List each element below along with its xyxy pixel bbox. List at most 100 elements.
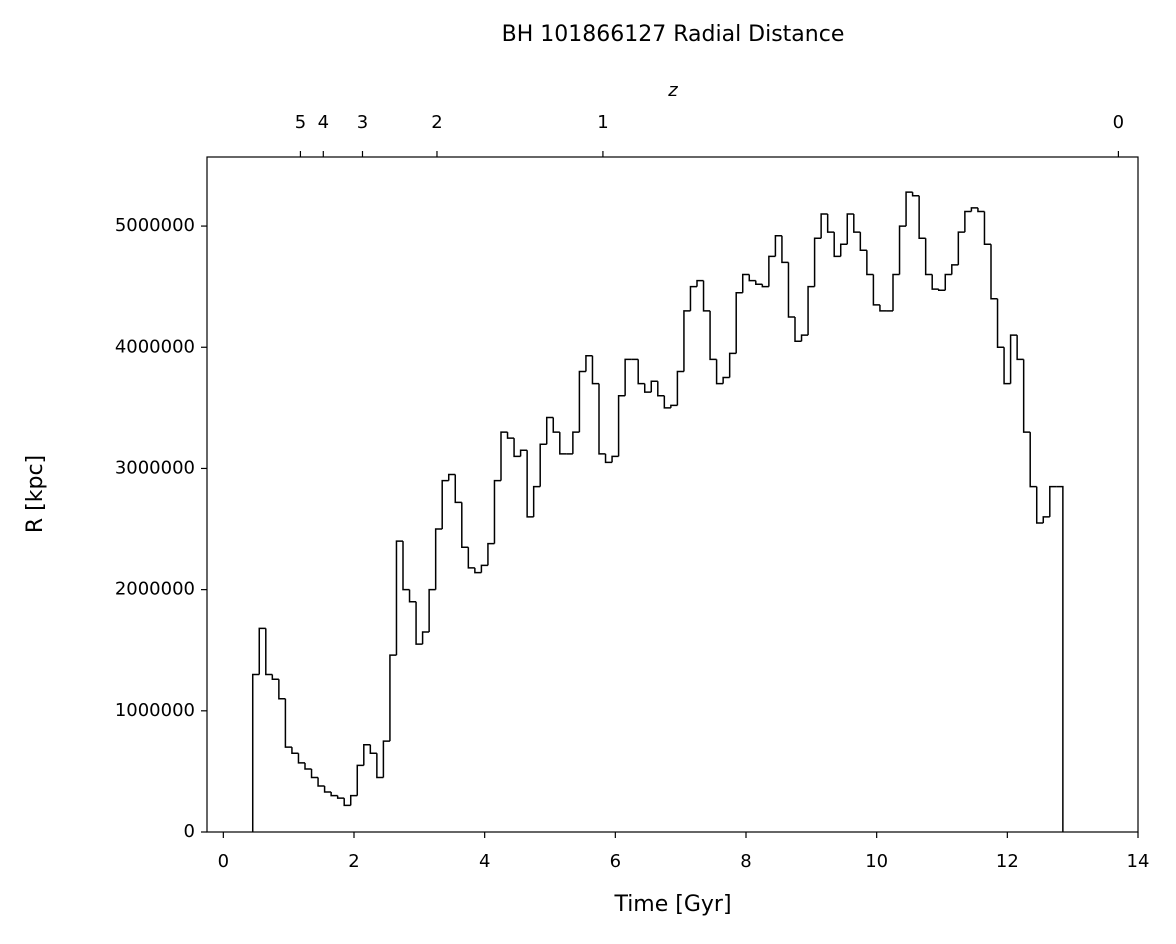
step-segment <box>820 213 828 239</box>
step-segment <box>911 192 920 197</box>
step-segment <box>702 280 711 312</box>
top-tick-label: 1 <box>597 112 608 133</box>
x-tick-label: 4 <box>479 851 490 872</box>
step-segment <box>918 195 926 239</box>
top-tick-label: 2 <box>431 112 442 133</box>
step-segment <box>265 628 273 676</box>
step-segment <box>578 370 586 433</box>
step-segment <box>317 777 325 787</box>
top-tick-label: 3 <box>357 112 368 133</box>
step-segment <box>539 443 547 487</box>
x-tick-label: 6 <box>610 851 621 872</box>
step-segment <box>349 794 358 806</box>
step-segment <box>859 232 867 252</box>
step-segment <box>356 764 364 796</box>
step-segment <box>369 744 377 754</box>
step-segment <box>251 673 260 832</box>
step-segment <box>689 285 697 311</box>
top-tick-label: 4 <box>318 112 329 133</box>
step-segment <box>944 273 952 291</box>
step-segment <box>519 449 528 457</box>
step-segment <box>683 310 691 372</box>
step-segment <box>637 359 645 385</box>
x-tick-label: 10 <box>865 851 888 872</box>
step-segment <box>598 383 606 455</box>
step-segment <box>728 352 737 378</box>
step-segment <box>643 383 652 393</box>
step-segment <box>447 473 456 481</box>
step-segment <box>748 274 756 282</box>
step-segment <box>395 540 403 656</box>
step-segment <box>826 213 835 233</box>
step-segment <box>415 601 423 645</box>
step-segment <box>741 273 750 293</box>
step-segment <box>650 380 658 393</box>
step-segment <box>839 243 848 257</box>
x-tick-label: 14 <box>1127 851 1150 872</box>
step-segment <box>781 235 789 264</box>
y-tick-label: 2000000 <box>115 579 195 600</box>
step-segment <box>343 798 351 807</box>
step-segment <box>1056 485 1064 832</box>
step-segment <box>624 358 632 396</box>
step-segment <box>434 528 443 590</box>
step-segment <box>983 211 991 246</box>
step-segment <box>800 334 809 342</box>
step-segment <box>970 207 978 212</box>
step-segment <box>761 284 769 288</box>
step-segment <box>461 502 469 548</box>
step-segment <box>670 404 678 408</box>
step-segment <box>755 280 763 285</box>
step-segment <box>604 453 613 464</box>
step-segment <box>310 768 319 779</box>
step-segment <box>421 631 430 645</box>
chart-title: BH 101866127 Radial Distance <box>502 22 845 47</box>
step-segment <box>1029 432 1037 488</box>
step-segment <box>846 213 854 245</box>
y-tick-label: 1000000 <box>115 700 195 721</box>
step-segment <box>500 431 508 481</box>
step-segment <box>813 237 822 287</box>
x-tick-label: 8 <box>740 851 751 872</box>
x-tick-label: 2 <box>348 851 359 872</box>
step-segment <box>545 416 554 445</box>
step-segment <box>552 417 560 433</box>
step-segment <box>905 191 913 227</box>
step-segment <box>402 541 410 591</box>
step-segment <box>937 289 946 292</box>
top-tick-label: 0 <box>1113 112 1124 133</box>
step-segment <box>964 210 972 233</box>
y-tick-label: 3000000 <box>115 457 195 478</box>
step-segment <box>591 355 599 385</box>
x-tick-label: 12 <box>996 851 1019 872</box>
step-segment <box>487 542 495 566</box>
step-segment <box>957 231 965 265</box>
step-segment <box>526 450 534 518</box>
step-segment <box>336 795 345 799</box>
top-tick-label: 5 <box>295 112 306 133</box>
step-segment <box>1042 516 1050 523</box>
step-segment <box>676 370 684 406</box>
step-segment <box>833 232 841 258</box>
step-segment <box>304 762 312 770</box>
step-segment <box>408 589 417 603</box>
step-segment <box>284 698 292 748</box>
step-segment <box>330 792 338 797</box>
step-segment <box>709 310 717 361</box>
step-segment <box>441 479 449 530</box>
y-tick-label: 0 <box>184 821 195 842</box>
step-segment <box>977 207 985 213</box>
step-segment <box>258 627 266 675</box>
plot-frame <box>206 156 1139 833</box>
step-segment <box>1016 335 1024 361</box>
step-segment <box>735 291 743 354</box>
step-segment <box>389 654 397 742</box>
step-segment <box>768 255 776 287</box>
y-tick-label: 4000000 <box>115 336 195 357</box>
y-tick-label: 5000000 <box>115 215 195 236</box>
step-segment <box>951 264 959 275</box>
step-segment <box>892 273 900 311</box>
step-segment <box>931 274 939 290</box>
step-segment <box>428 588 436 633</box>
step-segment <box>1022 359 1031 433</box>
